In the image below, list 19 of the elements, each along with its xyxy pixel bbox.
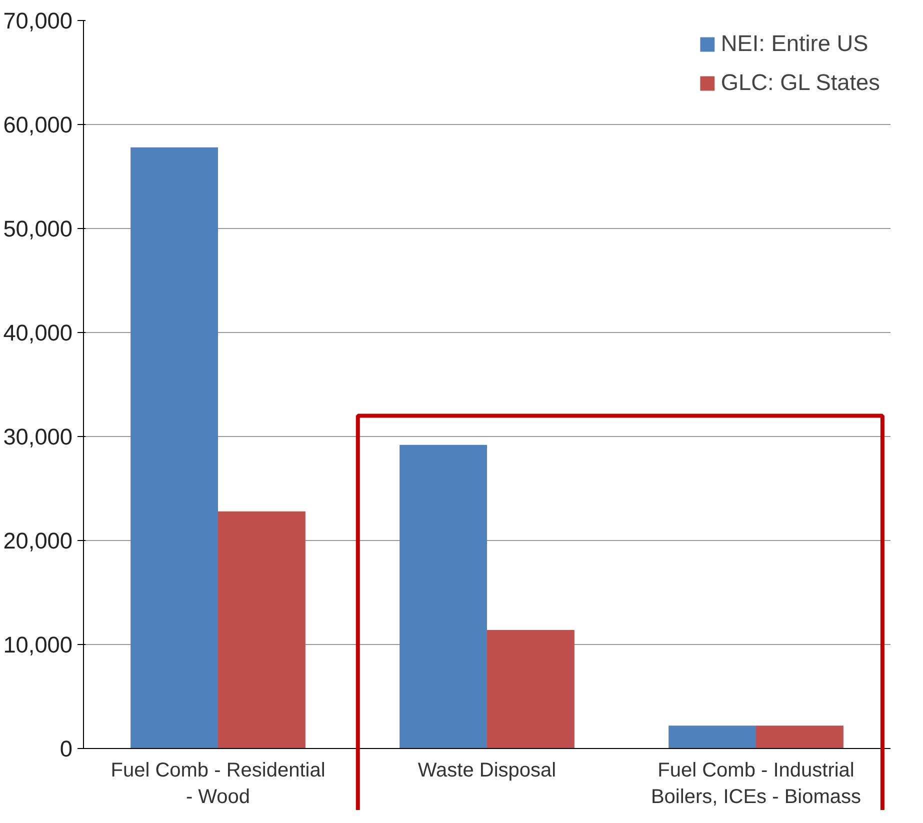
bar xyxy=(400,444,487,748)
bar xyxy=(130,147,218,748)
x-tick-label: Fuel Comb - Residential - Wood xyxy=(110,760,326,808)
y-tick-label: 10,000 xyxy=(3,632,72,658)
bar xyxy=(487,630,574,748)
y-tick-label: 50,000 xyxy=(3,216,72,242)
y-tick-label: 60,000 xyxy=(3,112,72,138)
x-tick-label: Fuel Comb - Industrial Boilers, ICEs - Biomass xyxy=(650,760,862,808)
legend-label: NEI: Entire US xyxy=(720,30,868,57)
legend-label: GLC: GL States xyxy=(720,69,880,96)
bar xyxy=(668,726,756,748)
y-tick-label: 40,000 xyxy=(3,320,72,346)
bar xyxy=(218,511,306,748)
y-tick-label: 20,000 xyxy=(3,528,72,554)
bar xyxy=(756,726,844,748)
y-tick-label: 30,000 xyxy=(3,424,72,450)
y-tick-label: 70,000 xyxy=(3,8,72,34)
x-tick-label: Waste Disposal xyxy=(418,760,556,782)
y-tick-label: 0 xyxy=(60,736,73,762)
